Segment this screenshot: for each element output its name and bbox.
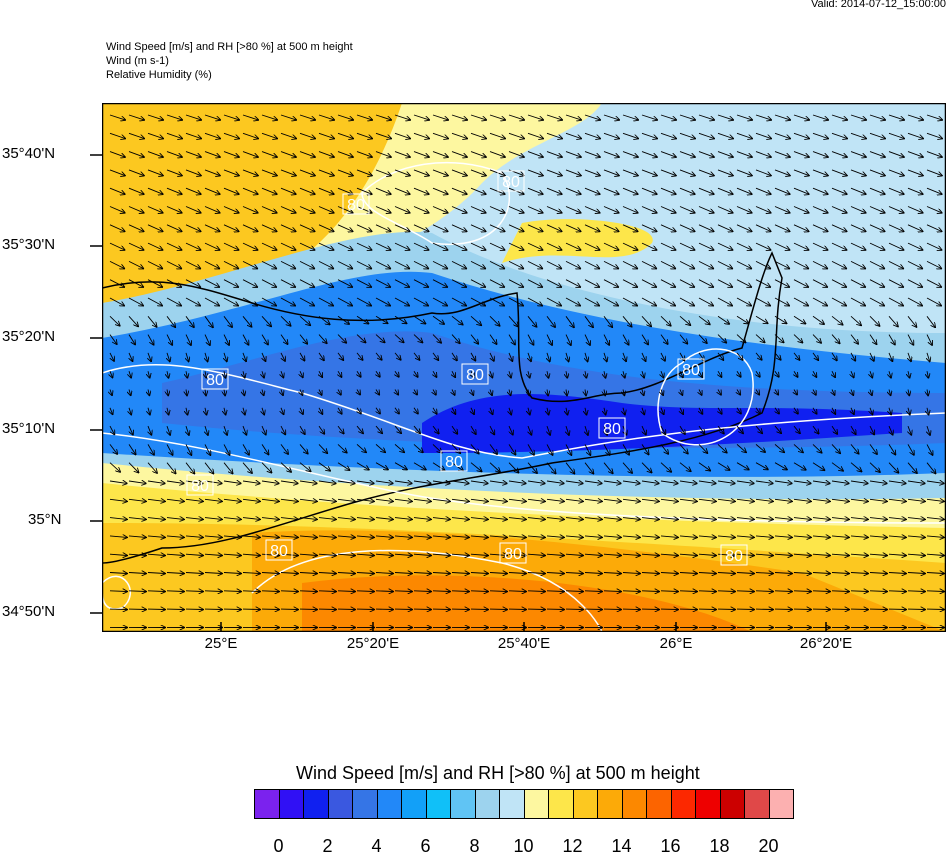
colorbar-swatch (623, 790, 648, 818)
lat-label: 35°N (28, 511, 62, 528)
axis-ticks (0, 0, 948, 660)
lat-label: 35°20'N (2, 328, 55, 345)
lon-label: 26°E (660, 635, 693, 652)
colorbar-swatch (500, 790, 525, 818)
colorbar-swatch (402, 790, 427, 818)
colorbar-swatch (721, 790, 746, 818)
colorbar-swatch (525, 790, 550, 818)
colorbar-swatch (647, 790, 672, 818)
colorbar-swatch (451, 790, 476, 818)
colorbar-swatch (329, 790, 354, 818)
lat-label: 35°10'N (2, 420, 55, 437)
lat-label: 34°50'N (2, 603, 55, 620)
colorbar (254, 789, 794, 819)
lon-label: 25°20'E (347, 635, 399, 652)
lon-label: 25°E (205, 635, 238, 652)
lon-label: 26°20'E (800, 635, 852, 652)
colorbar-swatch (598, 790, 623, 818)
lon-label: 25°40'E (498, 635, 550, 652)
colorbar-swatch (378, 790, 403, 818)
colorbar-swatch (353, 790, 378, 818)
colorbar-swatch (427, 790, 452, 818)
colorbar-swatch (672, 790, 697, 818)
colorbar-swatch (476, 790, 501, 818)
colorbar-swatch (745, 790, 770, 818)
colorbar-swatch (255, 790, 280, 818)
colorbar-swatch (549, 790, 574, 818)
colorbar-swatch (770, 790, 794, 818)
lat-label: 35°40'N (2, 145, 55, 162)
lat-label: 35°30'N (2, 236, 55, 253)
colorbar-title: Wind Speed [m/s] and RH [>80 %] at 500 m… (296, 763, 700, 784)
colorbar-swatch (304, 790, 329, 818)
colorbar-swatch (574, 790, 599, 818)
colorbar-swatch (280, 790, 305, 818)
colorbar-swatch (696, 790, 721, 818)
